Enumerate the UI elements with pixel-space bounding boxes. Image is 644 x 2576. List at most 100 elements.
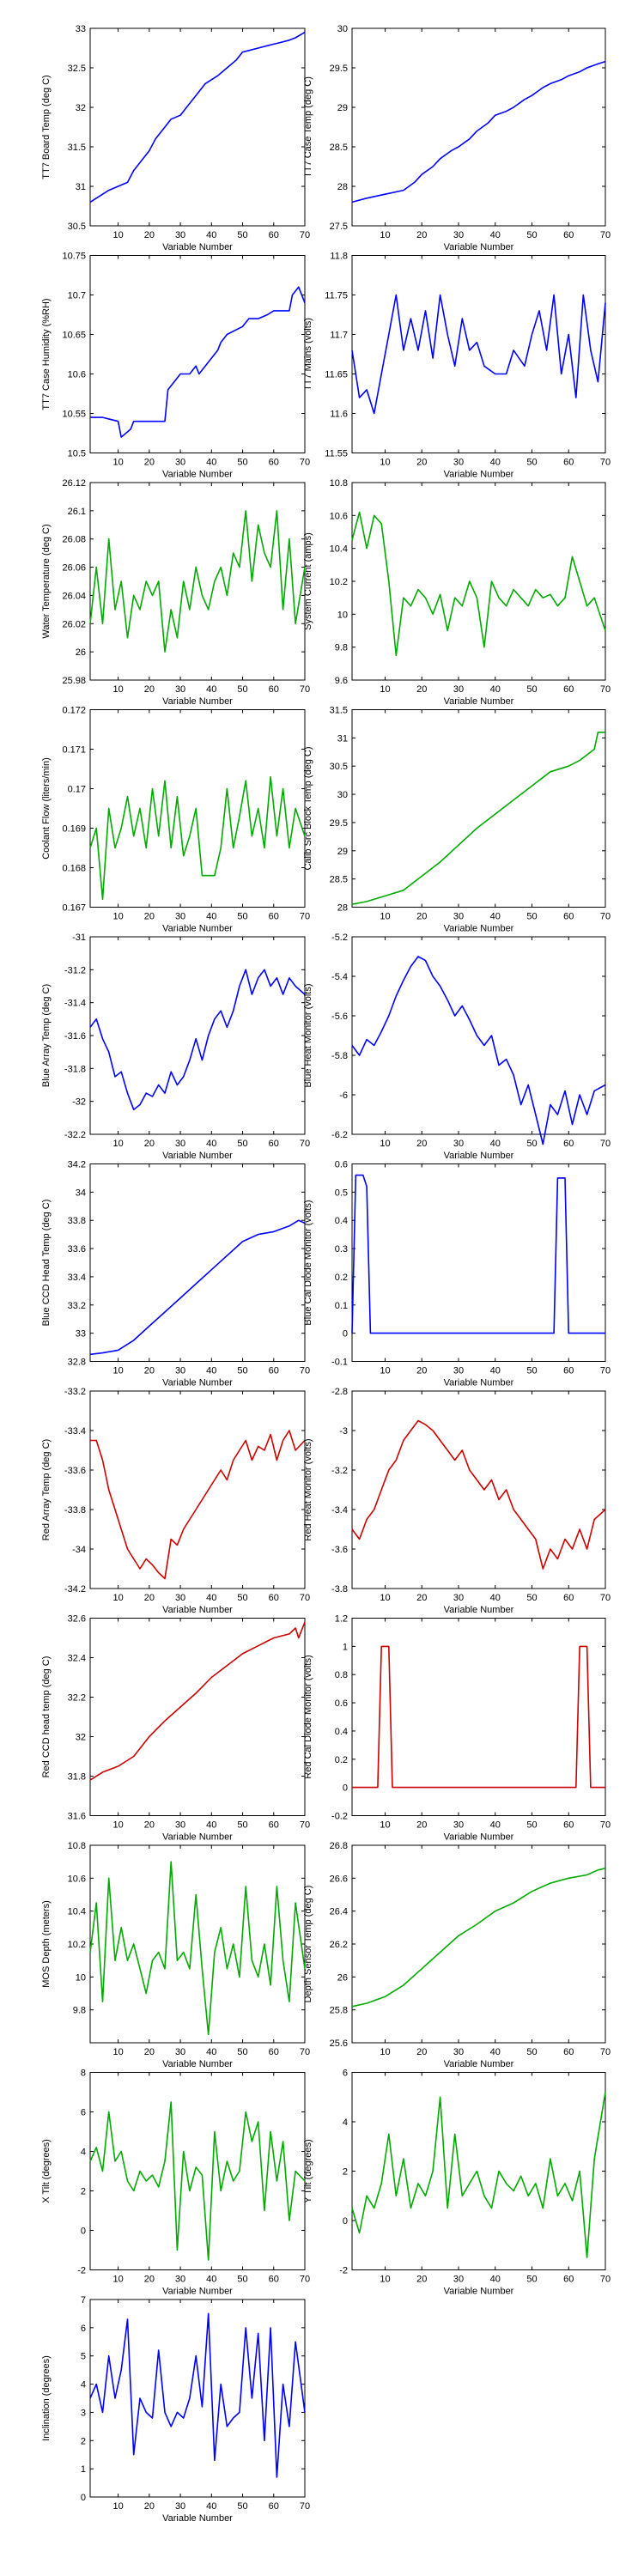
y-tick-label: -32	[72, 1097, 86, 1108]
x-tick-label: 20	[416, 912, 427, 922]
data-series-line	[89, 510, 306, 653]
y-tick-label: 28	[337, 182, 348, 192]
y-tick-label: 28.5	[330, 875, 348, 885]
y-axis-label: Red Cal Diode Monitor (volts)	[303, 1655, 313, 1778]
plot-frame	[351, 27, 606, 227]
x-tick-label: 40	[206, 1593, 216, 1603]
y-tick-label: 30	[337, 790, 348, 800]
x-tick-label: 60	[563, 1593, 574, 1603]
x-tick-label: 20	[144, 2275, 155, 2285]
plot-frame	[351, 255, 606, 453]
x-tick-label: 50	[237, 2501, 247, 2512]
x-tick-label: 60	[563, 1366, 574, 1376]
chart-panel-10: 10 20 30 40 50 60 70 -6.2 -6 -5.8 -5.6 -5.4 -5.2 Vari…	[303, 933, 611, 1161]
y-tick-label: 26.02	[62, 619, 86, 629]
plot-frame	[351, 936, 606, 1135]
y-tick-label: 33.2	[68, 1301, 86, 1311]
chart-panel-2: 10 20 30 40 50 60 70 27.5 28 28.5 29 29.5 30 Variable…	[303, 24, 611, 252]
data-series-line	[89, 775, 306, 901]
x-tick-label: 60	[269, 1139, 279, 1149]
x-tick-label: 20	[144, 1593, 155, 1603]
x-tick-label: 40	[206, 1139, 216, 1149]
data-series-line	[352, 1645, 605, 1789]
x-tick-label: 40	[490, 2275, 501, 2285]
x-tick-label: 70	[600, 912, 611, 922]
x-tick-label: 50	[526, 458, 537, 468]
x-tick-label: 30	[175, 1366, 185, 1376]
x-tick-label: 70	[300, 912, 310, 922]
x-axis-label: Variable Number	[162, 696, 233, 707]
x-tick-label: 10	[112, 2047, 123, 2057]
x-tick-label: 40	[490, 1593, 501, 1603]
x-tick-label: 10	[112, 458, 123, 468]
chart-panel-6: 10 20 30 40 50 60 70 9.6 9.8 10 10.2 10.4 10.6 10.8 Va…	[303, 478, 611, 707]
y-tick-label: 30.5	[330, 762, 348, 772]
x-tick-label: 40	[206, 458, 216, 468]
y-tick-label: 25.8	[330, 2006, 348, 2016]
y-tick-label: 28.5	[330, 143, 348, 153]
x-tick-label: 20	[144, 684, 155, 695]
y-tick-label: 33	[76, 1329, 86, 1340]
chart-panel-8: 10 20 30 40 50 60 70 28 28.5 29 29.5 30 30.5 31 31.5 Va…	[303, 706, 611, 934]
data-series-line	[89, 31, 306, 204]
x-tick-label: 20	[144, 458, 155, 468]
y-tick-label: 10.2	[68, 1940, 86, 1950]
x-tick-label: 40	[490, 684, 501, 695]
x-tick-label: 10	[112, 1593, 123, 1603]
y-tick-label: 10.4	[68, 1907, 86, 1917]
x-tick-label: 40	[206, 2275, 216, 2285]
y-tick-label: 32	[76, 103, 86, 113]
x-axis-label: Variable Number	[444, 2287, 514, 2297]
plot-frame	[89, 2299, 306, 2498]
y-tick-label: -6.2	[331, 1130, 348, 1140]
y-tick-label: 0	[343, 1783, 348, 1794]
y-axis-label: Inclination (degrees)	[41, 2355, 52, 2441]
y-tick-label: 0.2	[335, 1273, 348, 1283]
x-tick-label: 30	[175, 230, 185, 240]
y-tick-label: 0.5	[335, 1188, 348, 1198]
y-tick-label: -3.6	[331, 1545, 348, 1555]
plot-frame	[89, 27, 306, 227]
y-tick-label: 7	[81, 2295, 86, 2306]
x-tick-label: 40	[206, 1820, 216, 1831]
x-tick-label: 30	[175, 2047, 185, 2057]
x-tick-label: 50	[526, 230, 537, 240]
x-tick-label: 60	[269, 230, 279, 240]
y-tick-label: 2	[343, 2167, 348, 2178]
y-tick-label: 10.75	[62, 252, 86, 262]
data-series-line	[89, 1219, 306, 1356]
x-tick-label: 30	[453, 684, 464, 695]
y-tick-label: 9.8	[73, 2006, 86, 2016]
plot-frame	[89, 482, 306, 681]
y-axis-label: Red Array Temp (deg C)	[41, 1439, 52, 1540]
x-tick-label: 50	[526, 912, 537, 922]
y-tick-label: 26.1	[68, 507, 86, 517]
x-tick-label: 40	[490, 1366, 501, 1376]
y-tick-label: -34	[72, 1545, 86, 1555]
y-tick-label: 4	[81, 2380, 86, 2391]
x-tick-label: 20	[144, 230, 155, 240]
plot-frame	[351, 1618, 606, 1816]
x-tick-label: 50	[526, 2047, 537, 2057]
x-tick-label: 50	[526, 1366, 537, 1376]
data-series-line	[89, 1621, 306, 1781]
x-tick-label: 10	[112, 2275, 123, 2285]
y-tick-label: 10.4	[330, 544, 348, 555]
y-tick-label: 0	[343, 1329, 348, 1340]
y-tick-label: -3.4	[331, 1505, 348, 1516]
x-axis-label: Variable Number	[162, 1832, 233, 1843]
y-axis-label: TT7 Case Humidity (%RH)	[41, 298, 52, 410]
chart-panel-17: 10 20 30 40 50 60 70 9.8 10 10.2 10.4 10.6 10.8 Varia…	[41, 1841, 310, 2069]
x-tick-label: 30	[175, 1593, 185, 1603]
chart-panel-9: 10 20 30 40 50 60 70 -32.2 -32 -31.8 -31.6 -31.4 -31…	[41, 933, 310, 1161]
chart-panel-11: 10 20 30 40 50 60 70 32.8 33 33.2 33.4 33.6 33.8 34 34…	[41, 1160, 310, 1388]
y-axis-label: TT7 Case Temp (deg C)	[303, 76, 313, 178]
y-tick-label: 11.65	[325, 370, 348, 380]
y-tick-label: 0	[81, 2227, 86, 2237]
y-axis-label: Blue CCD Head Temp (deg C)	[41, 1200, 52, 1327]
x-axis-label: Variable Number	[444, 696, 514, 707]
x-tick-label: 10	[112, 1366, 123, 1376]
x-tick-label: 60	[563, 458, 574, 468]
y-tick-label: 26.08	[62, 535, 86, 545]
